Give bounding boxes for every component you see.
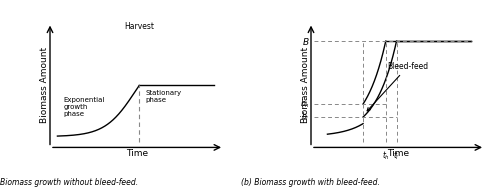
Text: $t_h$: $t_h$	[382, 149, 390, 162]
Y-axis label: Biomass Amount: Biomass Amount	[40, 47, 48, 123]
X-axis label: Time: Time	[126, 149, 148, 158]
Text: Stationary
phase: Stationary phase	[145, 90, 182, 103]
Text: Exponential
growth
phase: Exponential growth phase	[64, 97, 105, 117]
Text: (a) Biomass growth without bleed-feed.: (a) Biomass growth without bleed-feed.	[0, 178, 138, 187]
Text: $t_l$: $t_l$	[394, 149, 400, 162]
Text: (b) Biomass growth with bleed-feed.: (b) Biomass growth with bleed-feed.	[240, 178, 380, 187]
Text: Bleed-feed: Bleed-feed	[367, 62, 429, 111]
Text: $B$: $B$	[302, 36, 310, 47]
X-axis label: Time: Time	[387, 149, 409, 158]
Y-axis label: Biomass Amount: Biomass Amount	[300, 47, 310, 123]
Text: $b_l$: $b_l$	[302, 111, 310, 123]
Text: $b_h$: $b_h$	[300, 98, 310, 110]
Text: Harvest: Harvest	[124, 22, 154, 31]
